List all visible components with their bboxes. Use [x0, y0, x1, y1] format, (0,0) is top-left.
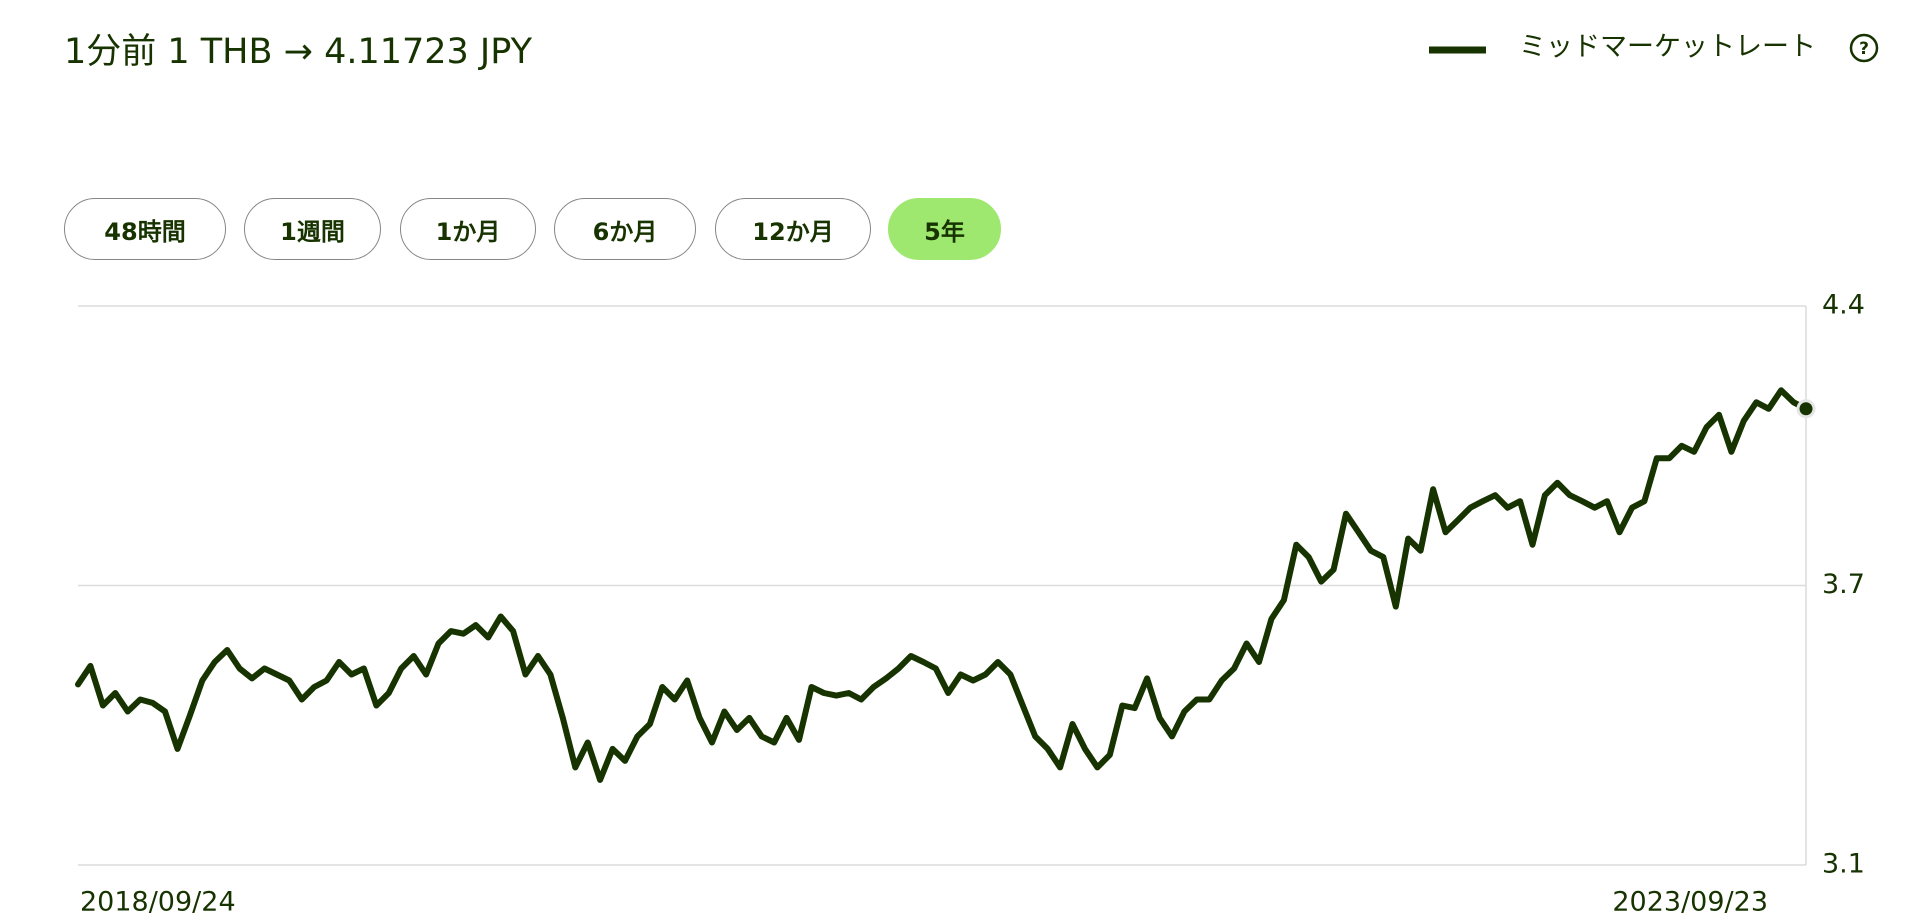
end-dot	[1796, 399, 1816, 419]
chart-title: 1分前 1 THB → 4.11723 JPY	[64, 32, 533, 72]
y-tick-label: 3.7	[1822, 569, 1865, 600]
help-icon[interactable]	[1849, 33, 1879, 63]
x-tick-label: 2023/09/23	[1612, 887, 1768, 916]
range-button[interactable]: 12か月	[715, 198, 871, 260]
range-button[interactable]: 6か月	[554, 198, 696, 260]
legend-label: ミッドマーケットレート	[1519, 32, 1816, 63]
series-line	[75, 387, 1809, 783]
x-tick-label: 2018/09/24	[80, 887, 236, 916]
range-button[interactable]: 48時間	[64, 198, 226, 260]
y-tick-label: 3.1	[1822, 849, 1865, 880]
range-button[interactable]: 1か月	[400, 198, 536, 260]
help-icon-mark: ?	[1859, 39, 1869, 59]
range-button[interactable]: 1週間	[244, 198, 381, 260]
y-tick-label: 4.4	[1822, 290, 1865, 321]
range-button[interactable]: 5年	[888, 198, 1001, 260]
